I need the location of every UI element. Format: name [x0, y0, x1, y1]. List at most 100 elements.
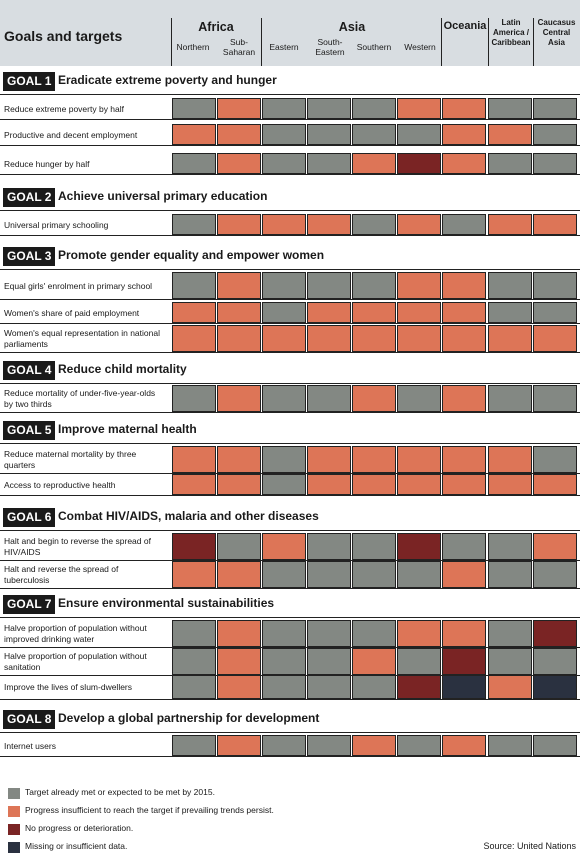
status-cell-met: [172, 385, 216, 412]
status-cell-missing: [442, 675, 486, 699]
status-cell-met: [262, 385, 306, 412]
legend-swatch-missing: [8, 842, 20, 853]
status-cell-insufficient: [442, 385, 486, 412]
status-cell-insufficient: [172, 446, 216, 473]
status-cell-met: [352, 272, 396, 299]
status-cell-insufficient: [533, 533, 577, 560]
row-separator: [0, 495, 580, 496]
target-label: Internet users: [4, 740, 56, 751]
goal-separator: [0, 383, 580, 384]
status-cell-met: [533, 124, 577, 145]
header-divider: [261, 18, 262, 66]
group-caucasus: Caucasus Central Asia: [537, 18, 576, 47]
target-label: Equal girls' enrolment in primary school: [4, 280, 153, 291]
status-cell-met: [307, 620, 351, 647]
status-cell-insufficient: [397, 446, 441, 473]
status-cell-insufficient: [307, 474, 351, 495]
goal-title: Improve maternal health: [58, 422, 197, 436]
status-cell-met: [352, 561, 396, 588]
header-divider: [488, 18, 489, 66]
status-cell-met: [307, 124, 351, 145]
status-cell-met: [307, 561, 351, 588]
status-cell-none: [397, 675, 441, 699]
status-cell-insufficient: [217, 153, 261, 174]
row-separator: [0, 174, 580, 175]
goal-title: Promote gender equality and empower wome…: [58, 248, 325, 262]
target-label: Reduce mortality of under-five-year-olds…: [4, 388, 156, 409]
status-cell-insufficient: [307, 214, 351, 235]
status-cell-met: [533, 153, 577, 174]
status-cell-insufficient: [352, 153, 396, 174]
status-cell-insufficient: [442, 735, 486, 756]
row-separator: [0, 473, 580, 474]
status-cell-met: [172, 214, 216, 235]
status-cell-met: [262, 302, 306, 323]
goal-title: Reduce child mortality: [58, 362, 187, 376]
status-cell-met: [307, 648, 351, 675]
status-cell-met: [488, 153, 532, 174]
status-cell-met: [352, 620, 396, 647]
goal-badge: GOAL 2: [3, 188, 56, 207]
status-cell-insufficient: [217, 735, 261, 756]
status-cell-none: [397, 533, 441, 560]
goal-row: GOAL 2 Achieve universal primary educatio…: [0, 188, 580, 209]
status-cell-met: [262, 735, 306, 756]
status-cell-met: [262, 648, 306, 675]
status-cell-met: [352, 675, 396, 699]
group-africa: Africa: [198, 20, 234, 34]
goal-title: Ensure environmental sustainabilities: [58, 596, 275, 610]
status-cell-insufficient: [217, 675, 261, 699]
status-cell-insufficient: [442, 446, 486, 473]
status-cell-met: [397, 735, 441, 756]
goal-badge: GOAL 5: [3, 421, 56, 440]
status-cell-met: [262, 446, 306, 473]
goal-badge: GOAL 3: [3, 247, 56, 266]
status-cell-met: [488, 620, 532, 647]
status-cell-insufficient: [352, 325, 396, 352]
status-cell-met: [442, 533, 486, 560]
status-cell-insufficient: [442, 325, 486, 352]
group-asia: Asia: [338, 20, 366, 34]
status-cell-met: [533, 98, 577, 119]
status-cell-met: [488, 735, 532, 756]
target-label: Universal primary schooling: [4, 219, 109, 230]
status-cell-insufficient: [488, 214, 532, 235]
status-cell-met: [217, 533, 261, 560]
region-western: Western: [404, 42, 436, 52]
status-cell-met: [488, 561, 532, 588]
status-cell-insufficient: [442, 620, 486, 647]
row-separator: [0, 647, 580, 648]
status-cell-insufficient: [217, 474, 261, 495]
status-cell-insufficient: [172, 474, 216, 495]
status-cell-insufficient: [533, 325, 577, 352]
status-cell-insufficient: [442, 153, 486, 174]
status-cell-insufficient: [307, 302, 351, 323]
status-cell-met: [397, 561, 441, 588]
status-cell-insufficient: [172, 325, 216, 352]
status-cell-insufficient: [533, 474, 577, 495]
target-label: Reduce extreme poverty by half: [4, 103, 125, 114]
status-cell-insufficient: [488, 474, 532, 495]
target-label: Improve the lives of slum-dwellers: [4, 682, 133, 692]
status-cell-insufficient: [217, 561, 261, 588]
source-note: Source: United Nations: [483, 841, 576, 851]
status-cell-insufficient: [217, 385, 261, 412]
status-cell-met: [262, 675, 306, 699]
row-separator: [0, 699, 580, 700]
status-cell-none: [397, 153, 441, 174]
status-cell-insufficient: [352, 474, 396, 495]
legend-label-none: No progress or deterioration.: [25, 823, 134, 833]
status-cell-insufficient: [397, 302, 441, 323]
status-cell-met: [397, 385, 441, 412]
status-cell-met: [488, 533, 532, 560]
status-cell-met: [488, 385, 532, 412]
status-cell-insufficient: [172, 302, 216, 323]
goal-row: GOAL 1 Eradicate extreme poverty and hung…: [0, 72, 580, 93]
header-divider: [441, 18, 442, 66]
goal-title: Develop a global partnership for develop…: [58, 711, 320, 725]
status-cell-met: [533, 561, 577, 588]
status-cell-met: [172, 620, 216, 647]
goal-badge: GOAL 4: [3, 361, 56, 380]
status-cell-insufficient: [442, 561, 486, 588]
status-cell-met: [262, 98, 306, 119]
